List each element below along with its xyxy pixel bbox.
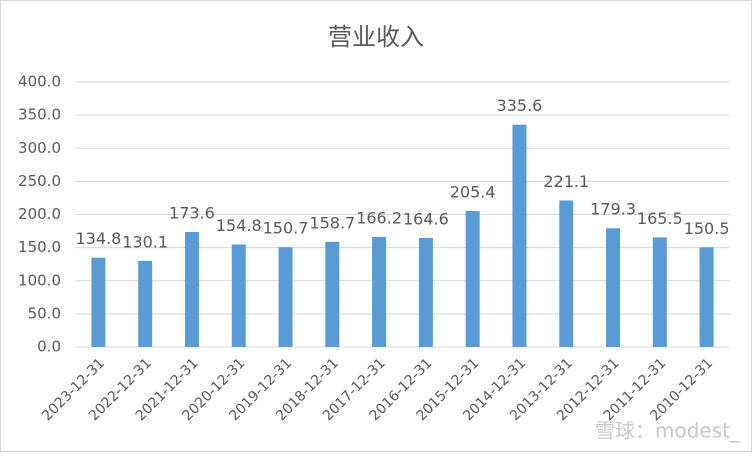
value-label: 158.7: [309, 213, 355, 232]
bar: [91, 257, 106, 347]
bar: [418, 237, 433, 347]
bar: [465, 210, 480, 347]
y-tick-label: 200.0: [18, 205, 61, 223]
value-label: 130.1: [122, 232, 168, 251]
value-label: 335.6: [497, 96, 543, 115]
value-label: 164.6: [403, 209, 449, 228]
bar: [512, 124, 527, 347]
y-tick-label: 250.0: [18, 172, 61, 190]
y-tick-label: 100.0: [18, 271, 61, 289]
value-label: 150.5: [684, 219, 730, 238]
bar: [699, 247, 714, 347]
value-label: 165.5: [637, 209, 683, 228]
y-tick-label: 50.0: [28, 304, 61, 322]
value-label: 154.8: [216, 216, 262, 235]
bar: [184, 231, 199, 347]
y-tick-label: 150.0: [18, 238, 61, 256]
bar: [325, 241, 340, 347]
chart-title: 营业收入: [328, 23, 424, 51]
bar: [652, 237, 667, 347]
value-label: 134.8: [75, 229, 121, 248]
watermark: 雪球：modest_: [595, 419, 741, 443]
bar: [606, 228, 621, 347]
y-tick-label: 0.0: [37, 338, 61, 356]
y-tick-label: 400.0: [18, 73, 61, 91]
value-label: 166.2: [356, 208, 402, 227]
bar: [372, 236, 387, 347]
value-label: 173.6: [169, 203, 215, 222]
bar: [138, 260, 153, 347]
value-label: 205.4: [450, 182, 496, 201]
bar: [559, 200, 574, 347]
y-tick-label: 350.0: [18, 106, 61, 124]
value-label: 179.3: [590, 200, 636, 219]
bar: [278, 247, 293, 347]
value-label: 221.1: [543, 172, 589, 191]
bar: [231, 244, 246, 347]
y-tick-label: 300.0: [18, 139, 61, 157]
value-label: 150.7: [263, 219, 309, 238]
